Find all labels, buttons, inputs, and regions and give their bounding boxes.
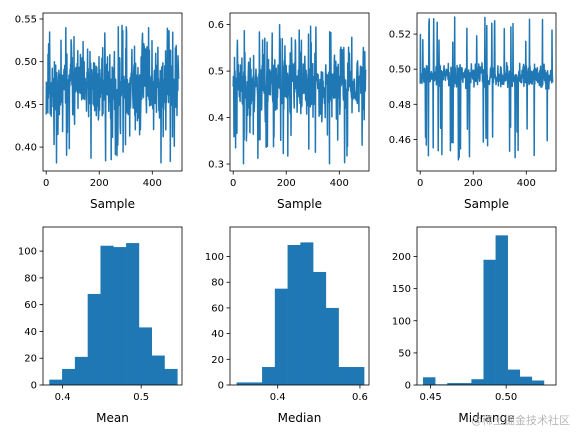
x-tick-label: 0.50	[495, 392, 517, 403]
histogram-bar	[507, 369, 521, 385]
chart-panel-6: 0.45 0.50 0 50 100 150 200 Midrange	[392, 226, 557, 425]
histogram-bar	[459, 383, 472, 385]
x-axis-title: Mean	[96, 411, 129, 425]
axes-frame	[42, 226, 183, 386]
histogram-bar	[447, 383, 460, 385]
y-tick-label: 0	[218, 381, 224, 392]
axes-frame	[42, 12, 183, 172]
histogram-bar	[325, 307, 339, 385]
histogram-bar	[287, 244, 301, 385]
x-tick-label: 400	[517, 178, 536, 189]
x-tick-label: 200	[90, 178, 109, 189]
chart-panel-3: 0 200 400 0.46 0.48 0.50 0.52 Sample	[389, 12, 557, 211]
y-tick-label: 0.45	[15, 100, 37, 111]
histogram-bar	[313, 271, 327, 385]
x-tick-label: 0.45	[419, 392, 441, 403]
series-line	[45, 24, 180, 164]
series-line	[419, 16, 554, 161]
y-tick-label: 200	[392, 252, 411, 263]
y-tick-label: 50	[398, 348, 411, 359]
y-tick-label: 0	[31, 381, 37, 392]
y-tick-label: 0.40	[15, 143, 37, 154]
x-axis-title: Midrange	[458, 411, 514, 425]
histogram-bar	[531, 380, 545, 385]
y-tick-label: 0.50	[15, 57, 37, 68]
x-tick-label: 0.5	[133, 392, 149, 403]
y-tick-label: 60	[211, 303, 224, 314]
histogram-bar	[338, 367, 352, 385]
y-tick-label: 0.48	[389, 100, 411, 111]
histogram-bar	[423, 377, 436, 385]
x-tick-label: 0.6	[352, 392, 368, 403]
histogram-bar	[62, 368, 76, 385]
histogram-bar	[138, 327, 152, 385]
y-tick-label: 0.50	[389, 65, 411, 76]
histogram-bar	[351, 367, 365, 385]
y-tick-label: 80	[24, 273, 37, 284]
x-axis-title: Median	[278, 411, 322, 425]
histogram-bar	[74, 356, 88, 385]
series-line	[232, 24, 367, 165]
histogram-bar	[249, 382, 263, 385]
y-tick-label: 100	[18, 247, 37, 258]
y-tick-label: 0.3	[208, 160, 224, 171]
x-axis-title: Sample	[277, 197, 322, 211]
y-tick-label: 20	[211, 355, 224, 366]
y-tick-label: 0.46	[389, 135, 411, 146]
y-tick-label: 0.55	[15, 14, 37, 25]
x-tick-label: 0	[230, 178, 236, 189]
axes-frame	[229, 12, 370, 172]
x-tick-label: 200	[464, 178, 483, 189]
x-tick-label: 0.4	[55, 392, 71, 403]
histogram-bar	[126, 243, 140, 385]
x-tick-label: 200	[277, 178, 296, 189]
histogram-bar	[151, 355, 165, 385]
chart-panel-1: 0 200 400 0.40 0.45 0.50 0.55 Sample	[15, 12, 183, 211]
histogram-bar	[300, 242, 314, 385]
y-tick-label: 80	[211, 278, 224, 289]
chart-panel-5: 0.4 0.6 0 20 40 60 80 100 Median	[205, 226, 370, 425]
axes-frame	[416, 12, 557, 172]
y-tick-label: 100	[392, 316, 411, 327]
watermark: @稀土掘金技术社区	[471, 414, 570, 427]
histogram-bar	[113, 247, 127, 385]
y-tick-label: 0.52	[389, 30, 411, 41]
x-tick-label: 400	[143, 178, 162, 189]
histogram-bar	[519, 376, 533, 385]
histogram-bar	[471, 379, 484, 385]
histogram-bar	[49, 379, 63, 385]
x-tick-label: 400	[330, 178, 349, 189]
y-tick-label: 100	[205, 252, 224, 263]
x-axis-title: Sample	[90, 197, 135, 211]
histogram-bar	[262, 367, 276, 385]
x-tick-label: 0	[417, 178, 423, 189]
y-tick-label: 40	[24, 327, 37, 338]
chart-panel-4: 0.4 0.5 0 20 40 60 80 100 Mean	[18, 226, 183, 425]
y-tick-label: 0.6	[208, 20, 224, 31]
x-tick-label: 0.4	[270, 392, 286, 403]
axes-frame	[229, 226, 370, 386]
x-axis-title: Sample	[464, 197, 509, 211]
histogram-bar	[236, 382, 250, 385]
histogram-bar	[87, 293, 101, 385]
histogram-bar	[100, 245, 114, 385]
histogram-bar	[164, 368, 178, 385]
chart-panel-2: 0 200 400 0.3 0.4 0.5 0.6 Sample	[208, 12, 370, 211]
y-tick-label: 20	[24, 354, 37, 365]
y-tick-label: 150	[392, 284, 411, 295]
x-tick-label: 0	[43, 178, 49, 189]
y-tick-label: 0	[405, 381, 411, 392]
y-tick-label: 0.5	[208, 67, 224, 78]
y-tick-label: 0.4	[208, 113, 224, 124]
y-tick-label: 60	[24, 300, 37, 311]
axes-frame	[416, 226, 557, 386]
histogram-bar	[274, 288, 288, 385]
histogram-bar	[483, 259, 496, 385]
histogram-bar	[495, 235, 508, 385]
y-tick-label: 40	[211, 329, 224, 340]
